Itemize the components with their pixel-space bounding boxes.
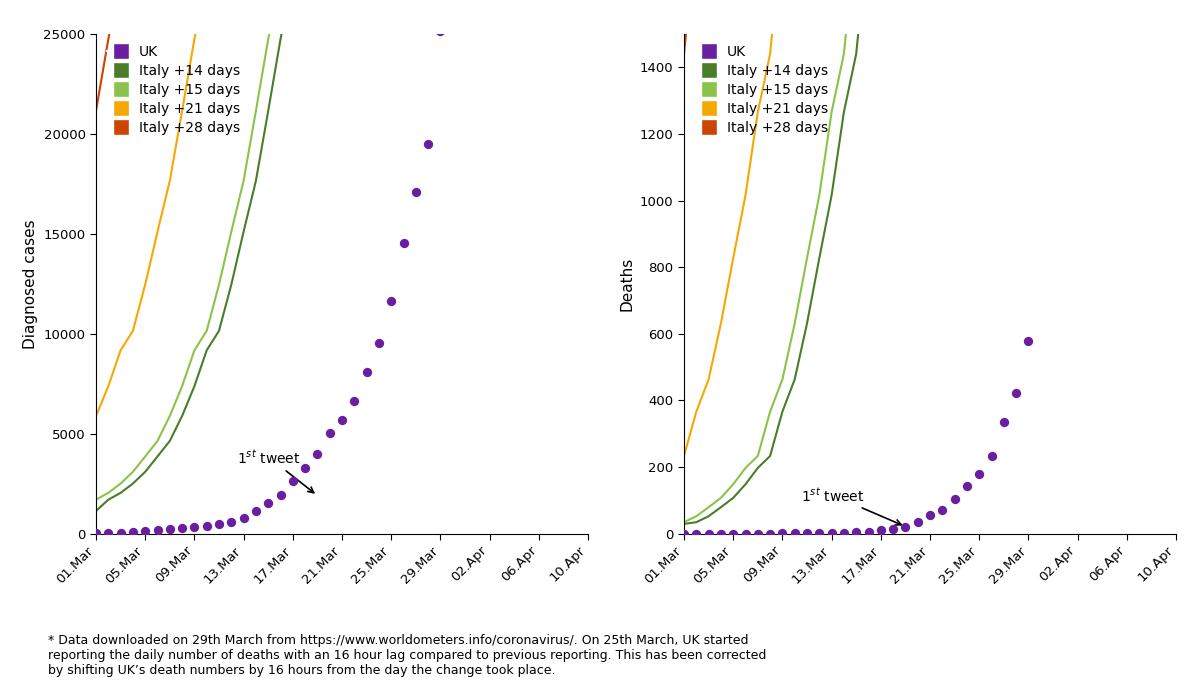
Point	[332, 415, 352, 425]
Point	[185, 522, 204, 533]
Point	[674, 528, 694, 539]
Point	[431, 26, 450, 37]
Point	[308, 449, 328, 460]
Point	[271, 489, 290, 500]
Point	[698, 528, 718, 539]
Point	[958, 480, 977, 491]
Point	[382, 295, 401, 306]
Point	[761, 528, 780, 539]
Point	[895, 521, 916, 532]
Point	[86, 527, 106, 538]
Point	[124, 527, 143, 538]
Point	[161, 524, 180, 535]
Point	[724, 528, 743, 539]
Point	[98, 527, 118, 538]
Point	[686, 528, 706, 539]
Point	[773, 528, 792, 539]
Point	[246, 505, 265, 516]
Point	[394, 237, 413, 248]
Legend: UK, Italy +14 days, Italy +15 days, Italy +21 days, Italy +28 days: UK, Italy +14 days, Italy +15 days, Ital…	[691, 41, 833, 139]
Point	[736, 528, 755, 539]
Point	[920, 510, 940, 521]
Point	[810, 527, 829, 538]
Point	[883, 523, 902, 534]
Y-axis label: Deaths: Deaths	[619, 256, 635, 311]
Point	[822, 527, 841, 538]
Point	[406, 187, 426, 198]
Point	[798, 528, 817, 539]
Point	[847, 527, 866, 538]
Legend: UK, Italy +14 days, Italy +15 days, Italy +21 days, Italy +28 days: UK, Italy +14 days, Italy +15 days, Ital…	[103, 41, 245, 139]
Point	[295, 463, 314, 474]
Point	[995, 417, 1014, 428]
Point	[970, 469, 989, 479]
Point	[1019, 336, 1038, 347]
Point	[932, 504, 952, 515]
Point	[1007, 388, 1026, 399]
Point	[148, 525, 167, 536]
Point	[344, 395, 364, 406]
Point	[419, 138, 438, 149]
Point	[358, 367, 377, 378]
Point	[785, 528, 804, 539]
Point	[173, 523, 192, 534]
Point	[749, 528, 768, 539]
Point	[871, 525, 890, 536]
Point	[234, 512, 253, 523]
Point	[908, 516, 928, 527]
Y-axis label: Diagnosed cases: Diagnosed cases	[23, 219, 38, 349]
Point	[320, 428, 340, 438]
Point	[197, 521, 216, 531]
Text: 1$^{st}$ tweet: 1$^{st}$ tweet	[238, 449, 313, 492]
Point	[982, 451, 1001, 462]
Point	[210, 519, 229, 530]
Point	[259, 497, 278, 508]
Point	[112, 527, 131, 538]
Point	[834, 527, 853, 538]
Point	[859, 526, 878, 537]
Text: 1$^{st}$ tweet: 1$^{st}$ tweet	[800, 486, 901, 525]
Point	[222, 516, 241, 527]
Point	[283, 475, 302, 486]
Point	[712, 528, 731, 539]
Point	[946, 494, 965, 505]
Point	[370, 338, 389, 349]
Point	[136, 526, 155, 537]
Text: * Data downloaded on 29th March from https://www.worldometers.info/coronavirus/.: * Data downloaded on 29th March from htt…	[48, 634, 767, 677]
